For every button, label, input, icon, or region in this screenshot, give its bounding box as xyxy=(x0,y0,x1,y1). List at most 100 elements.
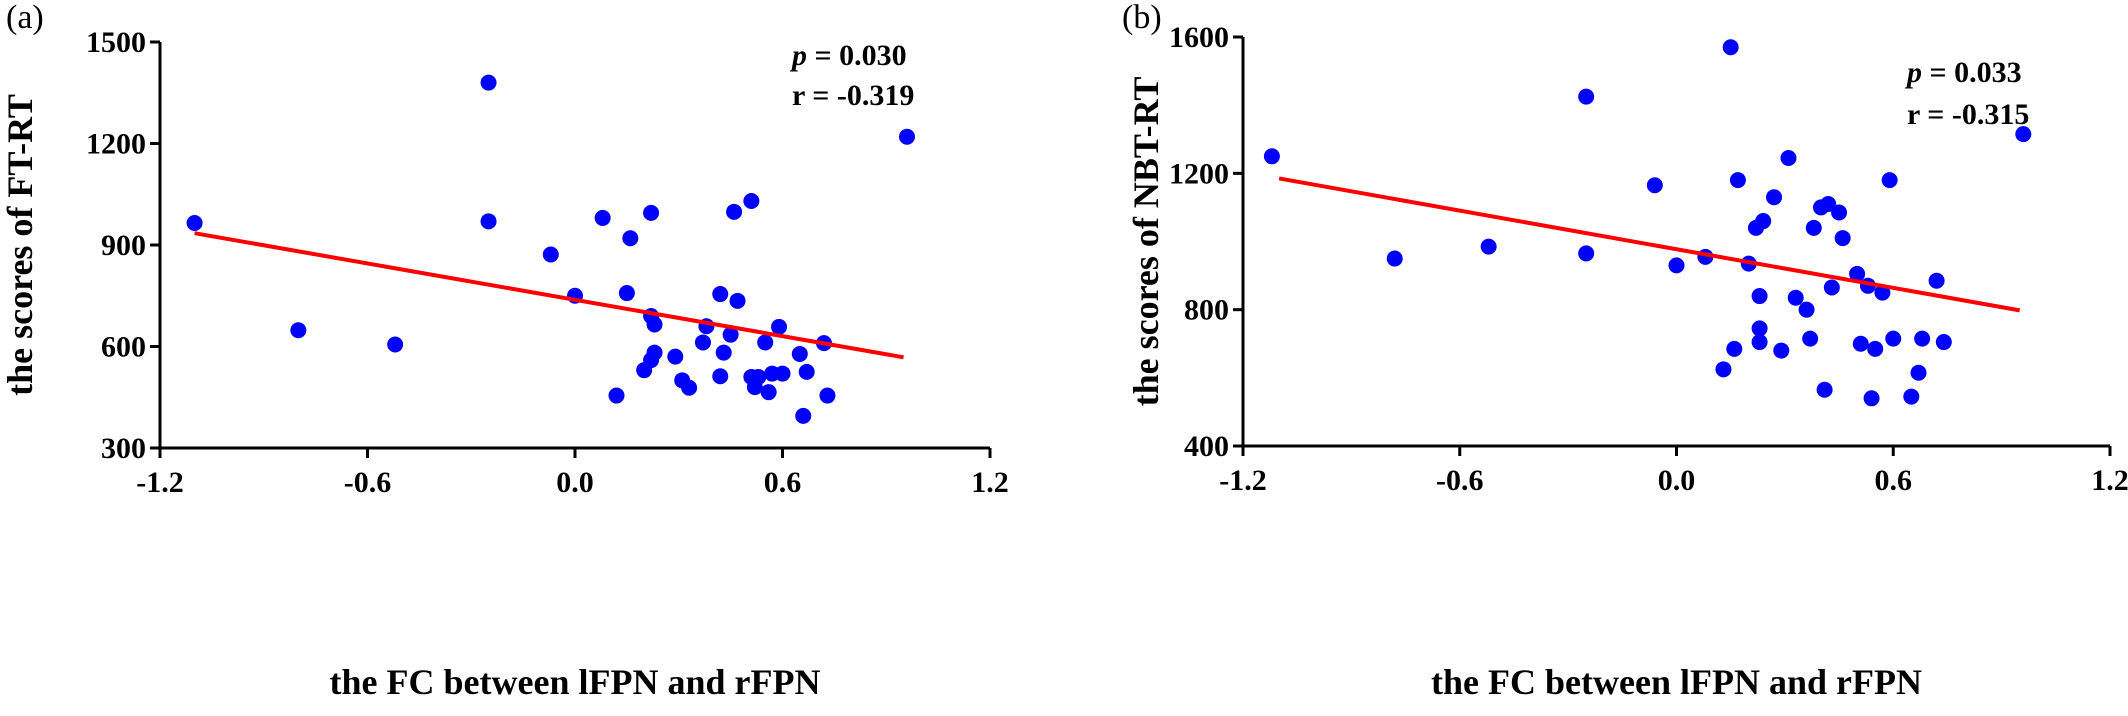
x-tick-label: -1.2 xyxy=(136,466,184,499)
p-value-annotation: p = 0.030 xyxy=(789,39,907,72)
panel-label: (a) xyxy=(6,0,44,36)
data-point xyxy=(1910,364,1927,381)
y-tick-label: 1500 xyxy=(86,26,146,59)
x-tick-label: 0.0 xyxy=(1658,464,1696,497)
r-value-annotation: r = -0.315 xyxy=(1907,98,2029,131)
y-tick-label: 1600 xyxy=(1169,21,1229,54)
x-tick-label: 0.0 xyxy=(556,466,594,499)
data-point xyxy=(1885,330,1902,347)
data-point xyxy=(622,230,639,247)
x-tick-label: -0.6 xyxy=(344,466,392,499)
regression-line xyxy=(194,231,904,360)
data-point xyxy=(1726,340,1743,357)
data-point xyxy=(2015,126,2032,143)
x-axis-title: the FC between lFPN and rFPN xyxy=(330,662,821,702)
data-point xyxy=(712,286,729,303)
data-point xyxy=(1773,342,1790,359)
data-point xyxy=(290,322,307,339)
data-point xyxy=(542,246,559,263)
data-point xyxy=(1798,301,1815,318)
data-point xyxy=(608,387,625,404)
data-point xyxy=(1834,230,1851,247)
y-tick-label: 600 xyxy=(101,331,146,364)
x-tick-label: 1.2 xyxy=(2091,464,2128,497)
panel-b: (b) 400 800 1200 1600 -1.2 -0.6 0.0 0.6 1.2 the FC… xyxy=(1122,0,2128,702)
y-tick-label: 1200 xyxy=(86,128,146,161)
data-point xyxy=(1780,149,1797,166)
data-point xyxy=(757,334,774,351)
data-point xyxy=(480,74,497,91)
data-point xyxy=(618,285,635,302)
data-point xyxy=(694,334,711,351)
y-tick-label: 1200 xyxy=(1169,157,1229,190)
x-tick-label: -1.2 xyxy=(1219,464,1267,497)
data-point xyxy=(1903,388,1920,405)
data-point xyxy=(667,348,684,365)
y-axis-title: the scores of NBT-RT xyxy=(1126,77,1166,407)
data-point xyxy=(1263,148,1280,165)
p-value-annotation: p = 0.033 xyxy=(1904,56,2022,89)
data-point xyxy=(387,336,404,353)
data-point xyxy=(743,193,760,210)
data-point xyxy=(1578,245,1595,262)
data-point xyxy=(722,326,739,343)
data-point xyxy=(715,344,732,361)
data-point xyxy=(1802,330,1819,347)
data-point xyxy=(1852,335,1869,352)
y-tick-label: 800 xyxy=(1184,294,1229,327)
data-point xyxy=(1755,213,1772,230)
data-point xyxy=(729,292,746,309)
data-point xyxy=(1386,250,1403,267)
panel-label: (b) xyxy=(1122,0,1162,36)
data-point xyxy=(1751,334,1768,351)
x-tick-label: 0.6 xyxy=(764,466,802,499)
data-point xyxy=(681,379,698,396)
data-point xyxy=(1928,272,1945,289)
data-point xyxy=(1816,381,1833,398)
data-point xyxy=(1881,172,1898,189)
data-point xyxy=(1646,177,1663,194)
data-point xyxy=(1805,219,1822,236)
data-point xyxy=(1867,340,1884,357)
data-point xyxy=(1787,289,1804,306)
data-point xyxy=(760,384,777,401)
data-point xyxy=(594,209,611,226)
panel-a: (a) 300 600 900 1200 1500 -1.2 -0.6 0.0 0.6 1.2 the… xyxy=(0,0,1009,702)
y-tick-label: 400 xyxy=(1184,430,1229,463)
data-point xyxy=(791,345,808,362)
data-point xyxy=(1831,204,1848,221)
data-point xyxy=(1578,88,1595,105)
data-point xyxy=(1863,390,1880,407)
data-point xyxy=(1935,334,1952,351)
data-point xyxy=(1914,330,1931,347)
x-tick-label: 1.2 xyxy=(971,466,1009,499)
data-point xyxy=(1751,288,1768,305)
x-tick-label: 0.6 xyxy=(1875,464,1913,497)
y-tick-label: 900 xyxy=(101,229,146,262)
data-point xyxy=(646,316,663,333)
data-point xyxy=(1480,238,1497,255)
data-point xyxy=(712,368,729,385)
data-point xyxy=(795,407,812,424)
data-point xyxy=(643,352,660,369)
data-point xyxy=(480,213,497,230)
data-point xyxy=(771,318,788,335)
data-point xyxy=(186,215,203,232)
data-point xyxy=(750,368,767,385)
data-point xyxy=(899,128,915,145)
data-point xyxy=(1751,320,1768,337)
data-point xyxy=(726,203,743,220)
data-point xyxy=(1715,361,1732,378)
data-point xyxy=(774,365,791,382)
data-point xyxy=(1729,172,1746,189)
data-point xyxy=(1823,279,1840,296)
x-tick-label: -0.6 xyxy=(1436,464,1484,497)
data-point xyxy=(1849,265,1866,282)
r-value-annotation: r = -0.319 xyxy=(792,79,914,112)
y-axis-title: the scores of FT-RT xyxy=(0,94,40,396)
data-point xyxy=(643,204,660,221)
x-axis-title: the FC between lFPN and rFPN xyxy=(1431,662,1922,702)
data-point xyxy=(1722,39,1739,56)
data-point xyxy=(1820,196,1837,213)
